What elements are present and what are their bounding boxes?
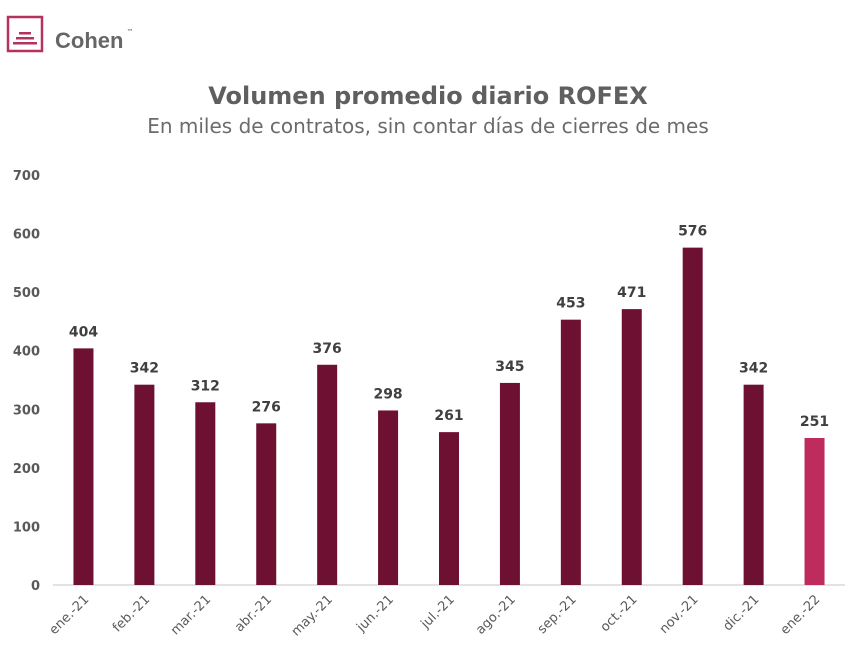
data-label: 453 — [556, 296, 585, 312]
x-tick-label: sep.-21 — [535, 592, 580, 637]
data-label: 471 — [617, 285, 646, 301]
x-tick-label: may.-21 — [289, 592, 336, 639]
bar-oct.-21 — [621, 309, 642, 585]
bar-sep.-21 — [560, 319, 581, 585]
bar-ene.-21 — [73, 348, 94, 585]
chart-title: Volumen promedio diario ROFEX — [208, 82, 648, 110]
y-tick-label: 200 — [13, 462, 40, 477]
data-label: 298 — [373, 386, 402, 402]
bar-ene.-22 — [804, 437, 825, 585]
bar-ago.-21 — [499, 382, 520, 585]
chart-subtitle: En miles de contratos, sin contar días d… — [147, 114, 709, 138]
x-tick-label: ene.-22 — [778, 592, 824, 638]
y-tick-label: 400 — [13, 345, 40, 360]
data-label: 312 — [191, 378, 220, 394]
logo-tm: ™ — [126, 28, 133, 36]
y-tick-label: 0 — [31, 579, 40, 594]
data-label: 345 — [495, 359, 524, 375]
cohen-logo: Cohen ™ — [6, 15, 133, 53]
data-label: 251 — [800, 414, 829, 430]
bars: 404 342 312 276 376 298 261 345 453 471 576 342 251 — [69, 224, 829, 585]
x-tick-label: abr.-21 — [232, 592, 275, 635]
x-tick-label: jul.-21 — [418, 592, 458, 632]
data-label: 276 — [252, 399, 281, 415]
x-tick-label: mar.-21 — [168, 592, 214, 638]
x-tick-label: feb.-21 — [110, 592, 153, 635]
x-axis: ene.-21 feb.-21 mar.-21 abr.-21 may.-21 jun.-… — [47, 592, 824, 639]
x-tick-label: dic.-21 — [720, 592, 762, 634]
logo-step — [19, 32, 31, 35]
bar-abr.-21 — [256, 423, 277, 585]
bar-jul.-21 — [439, 432, 459, 585]
data-label: 576 — [678, 224, 707, 240]
logo-text: Cohen — [55, 28, 123, 53]
bar-jun.-21 — [378, 410, 399, 585]
x-tick-label: jun.-21 — [353, 592, 396, 635]
y-tick-label: 100 — [13, 520, 40, 535]
x-tick-label: nov.-21 — [657, 592, 702, 637]
data-label: 404 — [69, 324, 98, 340]
data-label: 342 — [739, 361, 768, 377]
y-axis: 0 100 200 300 400 500 600 700 — [13, 169, 40, 594]
data-label: 261 — [434, 408, 463, 424]
x-tick-label: ago.-21 — [473, 592, 518, 637]
y-tick-label: 600 — [13, 228, 40, 243]
bar-mar.-21 — [195, 402, 216, 585]
y-tick-label: 700 — [13, 169, 40, 184]
logo-step — [13, 42, 37, 45]
y-tick-label: 500 — [13, 286, 40, 301]
bar-dic.-21 — [743, 384, 764, 585]
logo-step — [16, 37, 34, 40]
logo-square-icon — [6, 15, 44, 53]
bar-may.-21 — [317, 364, 338, 585]
data-label: 342 — [130, 361, 159, 377]
y-tick-label: 300 — [13, 403, 40, 418]
bar-feb.-21 — [134, 384, 155, 585]
bar-nov.-21 — [682, 247, 703, 585]
x-tick-label: ene.-21 — [47, 592, 93, 638]
data-label: 376 — [313, 341, 342, 357]
x-tick-label: oct.-21 — [598, 592, 641, 635]
